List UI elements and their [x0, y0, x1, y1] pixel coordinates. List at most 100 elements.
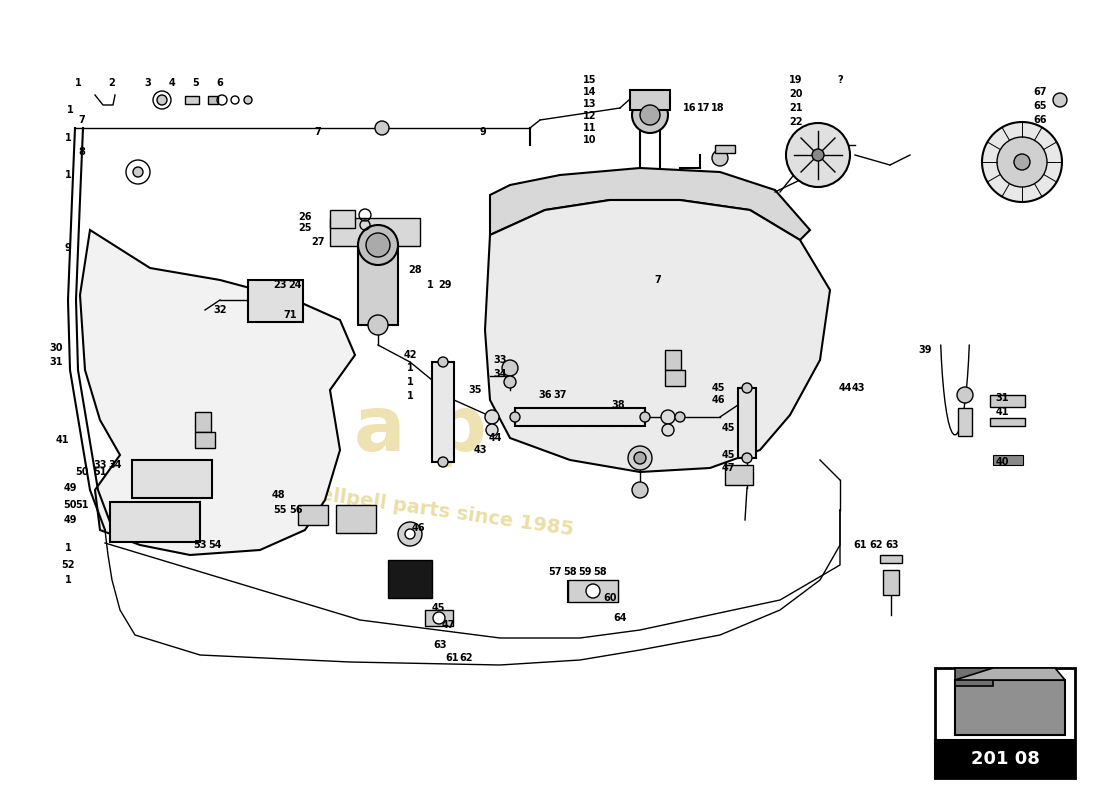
Text: 58: 58 — [563, 567, 576, 577]
Text: 44: 44 — [488, 433, 502, 443]
Text: 61: 61 — [854, 540, 867, 550]
Text: 64: 64 — [614, 613, 627, 623]
Bar — [432, 362, 454, 462]
Text: 35: 35 — [469, 385, 482, 395]
Text: 1: 1 — [427, 280, 433, 290]
Text: 23: 23 — [273, 280, 287, 290]
Text: 43: 43 — [851, 383, 865, 393]
Text: 2: 2 — [109, 78, 116, 88]
Text: 45: 45 — [712, 383, 725, 393]
Circle shape — [244, 96, 252, 104]
Text: 50: 50 — [75, 467, 89, 477]
Polygon shape — [485, 200, 830, 472]
Text: 10: 10 — [583, 135, 596, 145]
Text: 48: 48 — [272, 490, 285, 500]
Bar — [990, 418, 1025, 426]
Text: 8: 8 — [78, 147, 86, 157]
Circle shape — [786, 123, 850, 187]
Circle shape — [485, 410, 499, 424]
Circle shape — [997, 137, 1047, 187]
Text: 12: 12 — [583, 111, 596, 121]
Text: 63: 63 — [433, 640, 447, 650]
Bar — [425, 610, 453, 626]
Bar — [358, 245, 398, 325]
Bar — [955, 668, 993, 686]
Circle shape — [632, 482, 648, 498]
Text: 63: 63 — [886, 540, 899, 550]
Bar — [630, 90, 670, 110]
Text: 13: 13 — [583, 99, 596, 109]
Text: 30: 30 — [50, 343, 63, 353]
Bar — [955, 680, 1065, 735]
Text: 51: 51 — [94, 467, 107, 477]
Bar — [195, 412, 211, 432]
Bar — [208, 96, 218, 104]
Text: 25: 25 — [298, 223, 311, 233]
Bar — [725, 465, 754, 485]
Bar — [935, 740, 1075, 778]
Text: 66: 66 — [1033, 115, 1047, 125]
Circle shape — [398, 522, 422, 546]
Circle shape — [586, 584, 600, 598]
Bar — [336, 505, 376, 533]
Text: 33: 33 — [94, 460, 107, 470]
Text: 60: 60 — [603, 593, 617, 603]
Circle shape — [368, 315, 388, 335]
Text: a pellpell parts since 1985: a pellpell parts since 1985 — [285, 481, 575, 539]
Circle shape — [438, 357, 448, 367]
Text: 32: 32 — [213, 305, 227, 315]
Circle shape — [510, 412, 520, 422]
Circle shape — [433, 612, 446, 624]
Text: 55: 55 — [273, 505, 287, 515]
Circle shape — [957, 387, 974, 403]
Circle shape — [157, 95, 167, 105]
Text: 39: 39 — [918, 345, 932, 355]
Bar — [515, 408, 645, 426]
Text: 38: 38 — [612, 400, 625, 410]
Text: 51: 51 — [75, 500, 89, 510]
Text: 7: 7 — [315, 127, 321, 137]
Text: 19: 19 — [790, 75, 803, 85]
Text: 45: 45 — [431, 603, 444, 613]
Circle shape — [632, 97, 668, 133]
Bar — [568, 580, 618, 602]
Text: 44: 44 — [838, 383, 851, 393]
Text: 9: 9 — [480, 127, 486, 137]
Bar — [738, 388, 756, 458]
Circle shape — [640, 105, 660, 125]
Bar — [880, 555, 902, 563]
Bar — [883, 570, 899, 595]
Circle shape — [358, 225, 398, 265]
Text: 5: 5 — [192, 78, 199, 88]
Text: 1: 1 — [65, 543, 72, 553]
Bar — [666, 370, 685, 386]
Text: 58: 58 — [593, 567, 607, 577]
Circle shape — [438, 457, 448, 467]
Bar — [666, 350, 681, 370]
Circle shape — [486, 424, 498, 436]
Text: 28: 28 — [408, 265, 421, 275]
Polygon shape — [490, 168, 810, 240]
Text: 49: 49 — [64, 483, 77, 493]
Circle shape — [375, 121, 389, 135]
Text: 47: 47 — [441, 620, 454, 630]
Text: 37: 37 — [553, 390, 566, 400]
Text: 57: 57 — [548, 567, 562, 577]
Text: 11: 11 — [583, 123, 596, 133]
Circle shape — [675, 412, 685, 422]
Text: 49: 49 — [64, 515, 77, 525]
Circle shape — [812, 149, 824, 161]
Text: 53: 53 — [194, 540, 207, 550]
Text: 54: 54 — [208, 540, 222, 550]
Text: 201 08: 201 08 — [970, 750, 1040, 768]
Text: 29: 29 — [438, 280, 452, 290]
Bar — [990, 395, 1025, 407]
Bar — [330, 218, 420, 246]
Text: 67: 67 — [1033, 87, 1047, 97]
Circle shape — [1014, 154, 1030, 170]
Bar — [958, 408, 972, 436]
Text: 62: 62 — [460, 653, 473, 663]
Text: 41: 41 — [55, 435, 68, 445]
Text: 56: 56 — [289, 505, 302, 515]
Circle shape — [628, 446, 652, 470]
